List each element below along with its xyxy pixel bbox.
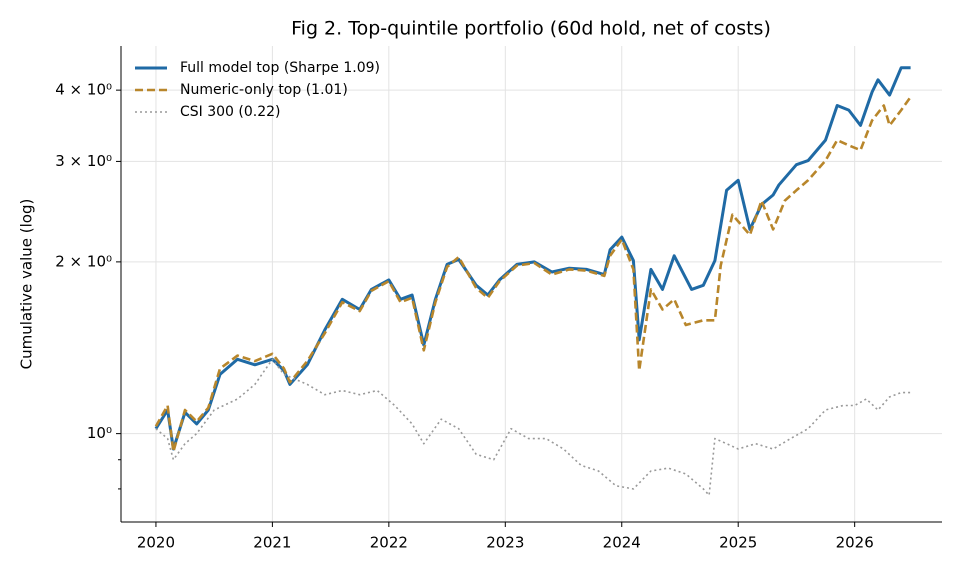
- x-tick-label: 2026: [836, 534, 874, 552]
- y-tick-label: 10⁰: [87, 424, 112, 442]
- x-tick-label: 2020: [137, 534, 175, 552]
- x-tick-label: 2022: [370, 534, 408, 552]
- x-tick-label: 2024: [603, 534, 641, 552]
- series-line: [155, 358, 911, 496]
- x-tick-label: 2025: [719, 534, 757, 552]
- series-line: [154, 66, 911, 451]
- x-tick-label: 2021: [253, 534, 291, 552]
- y-tick-label: 2 × 10⁰: [55, 252, 112, 270]
- legend-label: Numeric-only top (1.01): [180, 82, 348, 98]
- x-tick-label: 2023: [486, 534, 524, 552]
- legend-label: Full model top (Sharpe 1.09): [180, 60, 380, 76]
- y-axis-label: Cumulative value (log): [18, 199, 36, 370]
- legend-label: CSI 300 (0.22): [180, 104, 281, 120]
- y-tick-label: 4 × 10⁰: [55, 81, 112, 99]
- y-tick-label: 3 × 10⁰: [55, 152, 112, 170]
- chart-title: Fig 2. Top-quintile portfolio (60d hold,…: [291, 18, 771, 40]
- series-line: [154, 96, 912, 453]
